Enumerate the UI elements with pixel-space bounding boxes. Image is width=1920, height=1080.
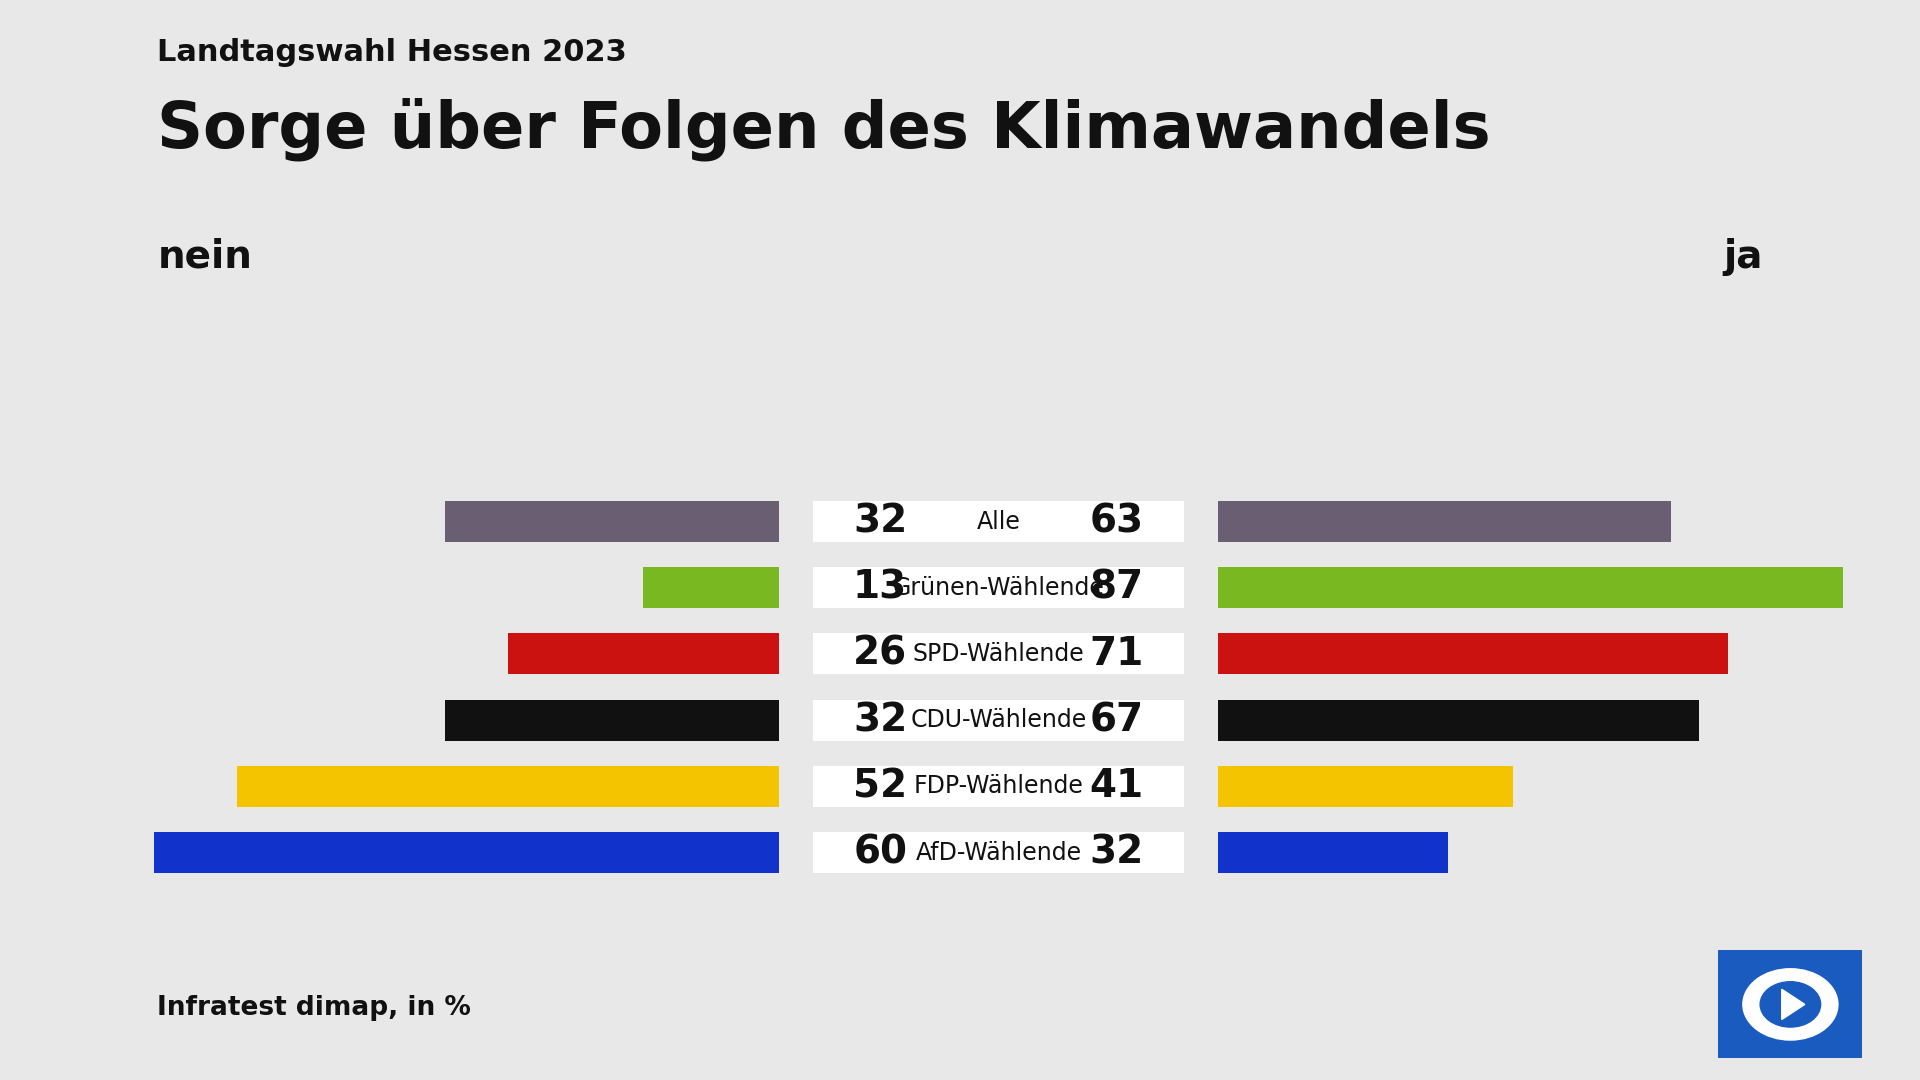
Text: 32: 32 — [1089, 834, 1144, 872]
Text: nein: nein — [157, 238, 252, 275]
FancyBboxPatch shape — [1711, 945, 1870, 1064]
Text: 41: 41 — [1091, 767, 1144, 806]
Bar — [1217, 501, 1670, 542]
Bar — [509, 633, 780, 674]
Text: SPD-Wählende: SPD-Wählende — [912, 642, 1085, 666]
Bar — [1217, 832, 1448, 873]
Text: 26: 26 — [852, 635, 906, 673]
Text: 63: 63 — [1091, 502, 1144, 540]
Bar — [812, 567, 1185, 608]
Text: 52: 52 — [852, 767, 906, 806]
Bar — [1217, 766, 1513, 807]
Text: Infratest dimap, in %: Infratest dimap, in % — [157, 995, 470, 1021]
Bar — [445, 700, 780, 741]
Bar — [236, 766, 780, 807]
Text: Landtagswahl Hessen 2023: Landtagswahl Hessen 2023 — [157, 38, 628, 67]
Bar — [812, 633, 1185, 674]
Text: 67: 67 — [1091, 701, 1144, 739]
Text: Alle: Alle — [977, 510, 1020, 534]
Polygon shape — [1782, 989, 1805, 1020]
Bar — [1217, 700, 1699, 741]
Text: ja: ja — [1722, 238, 1763, 275]
Text: Grünen-Wählende: Grünen-Wählende — [893, 576, 1104, 599]
Text: 60: 60 — [852, 834, 906, 872]
Bar — [445, 501, 780, 542]
Circle shape — [1761, 982, 1820, 1027]
Text: 13: 13 — [852, 569, 908, 607]
Bar — [643, 567, 780, 608]
Circle shape — [1743, 969, 1837, 1040]
Bar — [1217, 567, 1843, 608]
Bar — [1217, 633, 1728, 674]
Bar — [154, 832, 780, 873]
Text: Sorge über Folgen des Klimawandels: Sorge über Folgen des Klimawandels — [157, 97, 1492, 161]
Text: 71: 71 — [1089, 635, 1144, 673]
Bar — [812, 832, 1185, 873]
Text: 32: 32 — [852, 502, 908, 540]
Bar — [812, 766, 1185, 807]
Bar — [812, 501, 1185, 542]
Text: 32: 32 — [852, 701, 908, 739]
Text: 87: 87 — [1091, 569, 1144, 607]
Text: CDU-Wählende: CDU-Wählende — [910, 708, 1087, 732]
Bar — [812, 700, 1185, 741]
Text: FDP-Wählende: FDP-Wählende — [914, 774, 1083, 798]
Text: AfD-Wählende: AfD-Wählende — [916, 840, 1081, 864]
